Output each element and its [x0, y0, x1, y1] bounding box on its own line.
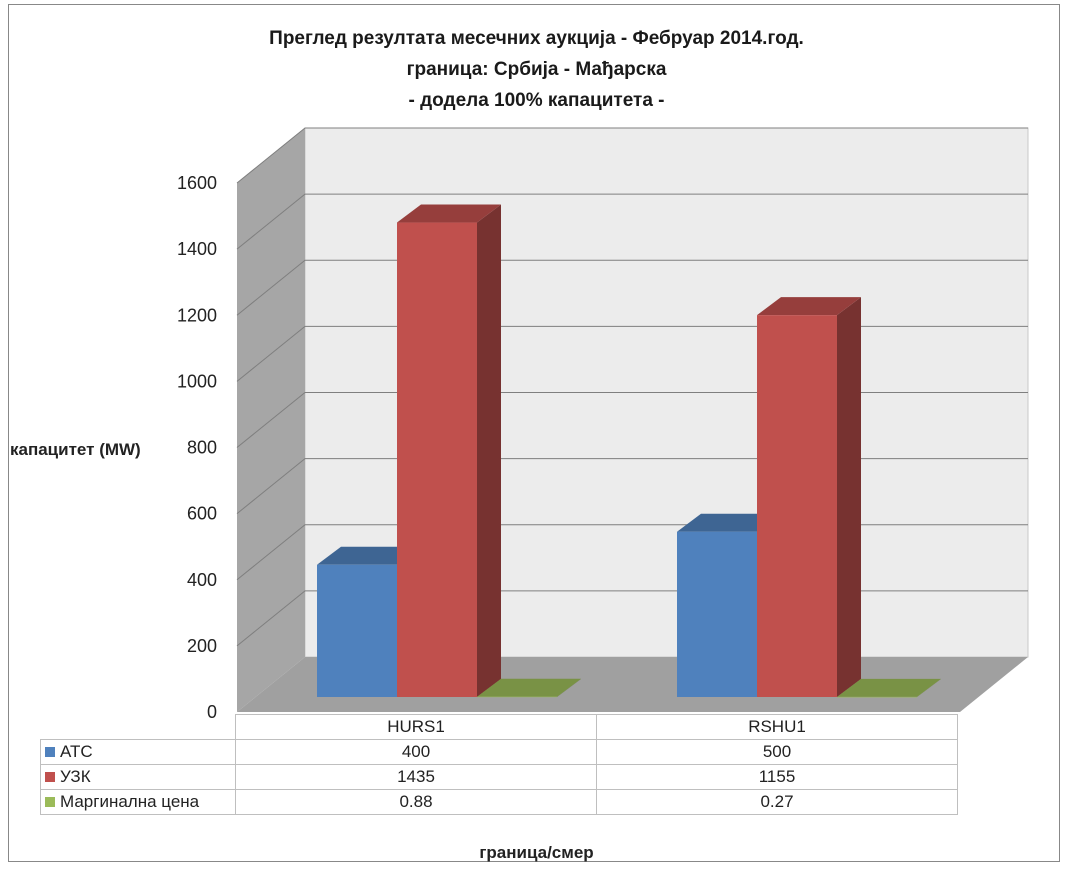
legend-entry: Маргинална цена	[40, 789, 236, 815]
bar-side	[837, 297, 861, 697]
data-label: 0.27	[596, 789, 958, 815]
bar-side	[557, 678, 581, 697]
y-tick-label: 600	[187, 504, 217, 524]
y-tick-label: 1600	[177, 173, 217, 193]
bar-top	[317, 546, 421, 565]
legend-swatch	[45, 772, 55, 782]
y-axis-label: капацитет (MW)	[10, 440, 141, 459]
bar	[677, 531, 757, 697]
bar-top	[677, 513, 781, 532]
bar	[477, 696, 557, 698]
y-tick-label: 1400	[177, 239, 217, 259]
data-label: 400	[235, 739, 597, 765]
data-table: HURS1 RSHU1 АТС 400 500 УЗК 1435 1155 Ма…	[40, 714, 958, 815]
y-tick-label: 1000	[177, 371, 217, 391]
bar-side	[917, 678, 941, 697]
bar-top	[757, 297, 861, 316]
y-tick-label: 400	[187, 570, 217, 590]
legend-entry: АТС	[40, 739, 236, 765]
series-name: АТС	[60, 742, 93, 761]
bar-top	[837, 678, 941, 697]
chart-title: Преглед резултата месечних аукција - Феб…	[269, 28, 804, 49]
gridline	[236, 127, 1028, 184]
data-table-corner	[40, 714, 236, 740]
gridline	[236, 193, 1028, 250]
legend-swatch	[45, 797, 55, 807]
y-tick-label: 1200	[177, 305, 217, 325]
legend-entry: УЗК	[40, 764, 236, 790]
data-table-header-row: HURS1 RSHU1	[40, 714, 958, 740]
y-tick-label: 200	[187, 636, 217, 656]
category-label: RSHU1	[596, 714, 958, 740]
gridline	[236, 259, 1028, 316]
bar-top	[397, 204, 501, 223]
data-table-row: АТС 400 500	[40, 739, 958, 765]
data-table-row: УЗК 1435 1155	[40, 764, 958, 790]
bar	[397, 222, 477, 697]
data-label: 1155	[596, 764, 958, 790]
bar	[317, 564, 397, 697]
y-tick-label: 0	[207, 702, 217, 722]
y-tick-label: 800	[187, 438, 217, 458]
data-label: 1435	[235, 764, 597, 790]
data-label: 0.88	[235, 789, 597, 815]
legend-swatch	[45, 747, 55, 757]
bar	[837, 696, 917, 698]
data-label: 500	[596, 739, 958, 765]
data-table-row: Маргинална цена 0.88 0.27	[40, 789, 958, 815]
category-label: HURS1	[235, 714, 597, 740]
chart-subtitle-1: граница: Србија - Мађарска	[406, 59, 667, 80]
bar	[757, 315, 837, 697]
bar-side	[477, 204, 501, 697]
bar-top	[477, 678, 581, 697]
series-name: УЗК	[60, 767, 91, 786]
chart-subtitle-2: - додела 100% капацитета -	[408, 90, 665, 111]
x-axis-label: граница/смер	[479, 843, 594, 862]
series-name: Маргинална цена	[60, 792, 200, 811]
